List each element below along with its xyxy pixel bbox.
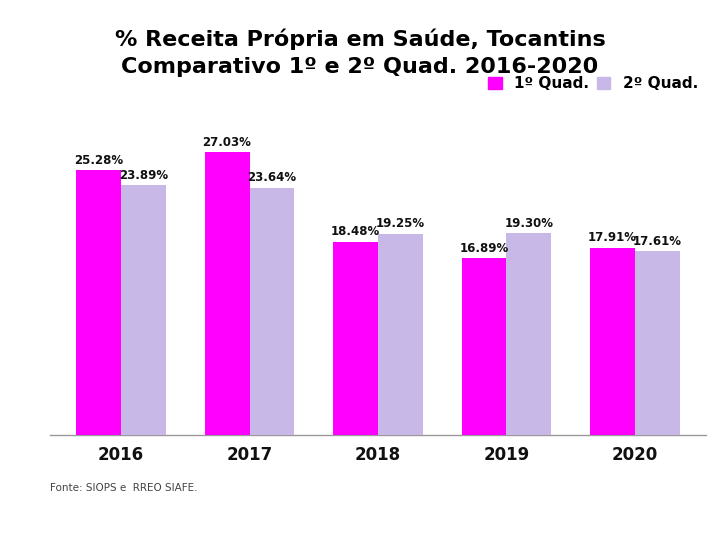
Bar bbox=[250, 187, 294, 435]
Text: 27.03%: 27.03% bbox=[202, 136, 251, 149]
Bar bbox=[462, 258, 506, 435]
Text: 25.28%: 25.28% bbox=[74, 154, 123, 167]
Text: % Receita Própria em Saúde, Tocantins
Comparativo 1º e 2º Quad. 2016-2020: % Receita Própria em Saúde, Tocantins Co… bbox=[114, 29, 606, 77]
Bar bbox=[76, 171, 121, 435]
Bar bbox=[506, 233, 552, 435]
Bar bbox=[378, 233, 423, 435]
Text: 17.61%: 17.61% bbox=[633, 234, 682, 247]
Bar bbox=[121, 185, 166, 435]
Legend: 1º Quad., 2º Quad.: 1º Quad., 2º Quad. bbox=[488, 76, 698, 91]
Bar bbox=[635, 251, 680, 435]
Text: 17.91%: 17.91% bbox=[588, 231, 637, 245]
Text: A previsão anual de 2020 é aplicar 16,37% de Recurso: A previsão anual de 2020 é aplicar 16,37… bbox=[51, 458, 669, 478]
Bar bbox=[333, 241, 378, 435]
Bar bbox=[204, 152, 250, 435]
Text: 19.25%: 19.25% bbox=[376, 218, 425, 231]
Text: 23.64%: 23.64% bbox=[248, 172, 297, 185]
Text: Próprio em Saúde, no 2º quad. já aplicou 17,61%: Próprio em Saúde, no 2º quad. já aplicou… bbox=[81, 501, 639, 521]
Text: 16.89%: 16.89% bbox=[459, 242, 508, 255]
Text: Fonte: SIOPS e  RREO SIAFE.: Fonte: SIOPS e RREO SIAFE. bbox=[50, 483, 198, 494]
Text: 23.89%: 23.89% bbox=[119, 169, 168, 182]
Text: 19.30%: 19.30% bbox=[505, 217, 554, 230]
Bar bbox=[590, 247, 635, 435]
Text: 18.48%: 18.48% bbox=[331, 225, 380, 239]
